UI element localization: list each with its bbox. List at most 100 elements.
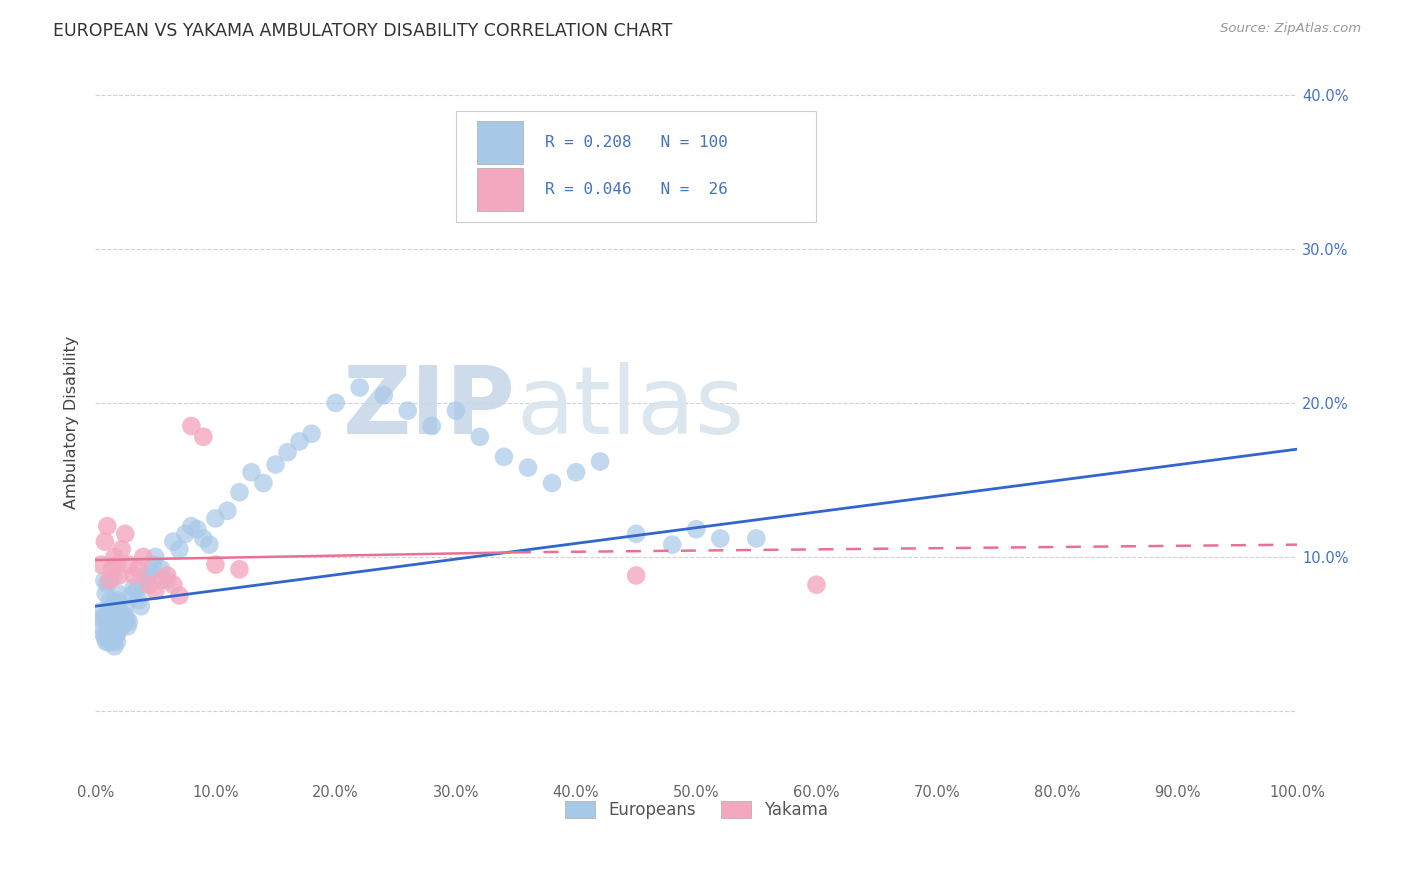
Point — [93, 574, 115, 588]
Point — [101, 620, 124, 634]
FancyBboxPatch shape — [456, 111, 817, 221]
Point — [122, 568, 145, 582]
Point — [98, 619, 121, 633]
Point — [661, 538, 683, 552]
Point — [97, 635, 120, 649]
Point — [142, 558, 165, 572]
Text: ZIP: ZIP — [343, 362, 516, 454]
Point — [129, 599, 152, 614]
Point — [97, 630, 120, 644]
Point — [122, 581, 145, 595]
Point — [103, 630, 125, 644]
Point — [107, 609, 129, 624]
Point — [143, 583, 166, 598]
Point — [96, 519, 118, 533]
Point — [108, 596, 131, 610]
Text: R = 0.208   N = 100: R = 0.208 N = 100 — [544, 136, 728, 151]
Point — [98, 573, 121, 587]
Point — [100, 630, 122, 644]
Point — [169, 589, 191, 603]
Point — [103, 640, 125, 654]
Point — [373, 388, 395, 402]
Point — [105, 627, 128, 641]
Point — [107, 593, 129, 607]
Point — [103, 627, 125, 641]
Point — [589, 454, 612, 468]
Point — [103, 634, 125, 648]
Point — [94, 586, 117, 600]
Point — [444, 403, 467, 417]
Point — [114, 526, 136, 541]
Point — [127, 562, 149, 576]
Text: EUROPEAN VS YAKAMA AMBULATORY DISABILITY CORRELATION CHART: EUROPEAN VS YAKAMA AMBULATORY DISABILITY… — [53, 22, 673, 40]
Point — [100, 617, 122, 632]
Point — [105, 558, 128, 572]
Point — [97, 624, 120, 638]
Point — [101, 624, 124, 638]
Point — [125, 583, 148, 598]
Point — [98, 594, 121, 608]
Point — [108, 568, 131, 582]
Point — [264, 458, 287, 472]
Point — [325, 396, 347, 410]
Point — [217, 504, 239, 518]
Point — [107, 624, 129, 638]
Point — [110, 611, 132, 625]
Point — [193, 430, 215, 444]
Point — [111, 542, 134, 557]
Point — [624, 568, 647, 582]
Point — [136, 573, 159, 587]
Point — [204, 511, 226, 525]
Bar — [478, 168, 523, 211]
Point — [420, 419, 443, 434]
Text: atlas: atlas — [516, 362, 744, 454]
Point — [745, 532, 768, 546]
Point — [624, 526, 647, 541]
Point — [150, 562, 173, 576]
Point — [98, 627, 121, 641]
Point — [115, 611, 138, 625]
Point — [198, 538, 221, 552]
Point — [162, 534, 184, 549]
Point — [132, 549, 155, 564]
Point — [96, 577, 118, 591]
Point — [96, 608, 118, 623]
Point — [107, 618, 129, 632]
Point — [94, 534, 117, 549]
Point — [492, 450, 515, 464]
Point — [103, 549, 125, 564]
Point — [94, 634, 117, 648]
Text: R = 0.046   N =  26: R = 0.046 N = 26 — [544, 182, 728, 197]
Point — [111, 619, 134, 633]
Point — [90, 619, 112, 633]
Point — [105, 624, 128, 639]
Point — [204, 558, 226, 572]
Point — [103, 569, 125, 583]
Point — [139, 566, 162, 580]
Point — [105, 634, 128, 648]
Point — [103, 595, 125, 609]
Point — [111, 615, 134, 629]
Point — [228, 485, 250, 500]
Point — [135, 568, 157, 582]
Point — [96, 615, 118, 629]
Point — [127, 593, 149, 607]
Point — [162, 577, 184, 591]
Point — [806, 577, 828, 591]
Point — [90, 611, 112, 625]
Point — [107, 587, 129, 601]
Point — [156, 573, 179, 587]
Point — [101, 615, 124, 629]
Point — [138, 577, 160, 591]
Point — [98, 609, 121, 624]
Point — [100, 634, 122, 648]
Point — [101, 562, 124, 576]
Point — [90, 604, 112, 618]
Point — [114, 599, 136, 614]
Point — [193, 532, 215, 546]
Point — [517, 460, 540, 475]
Point — [100, 609, 122, 624]
Point — [94, 630, 117, 644]
Point — [180, 419, 202, 434]
Text: Source: ZipAtlas.com: Source: ZipAtlas.com — [1220, 22, 1361, 36]
